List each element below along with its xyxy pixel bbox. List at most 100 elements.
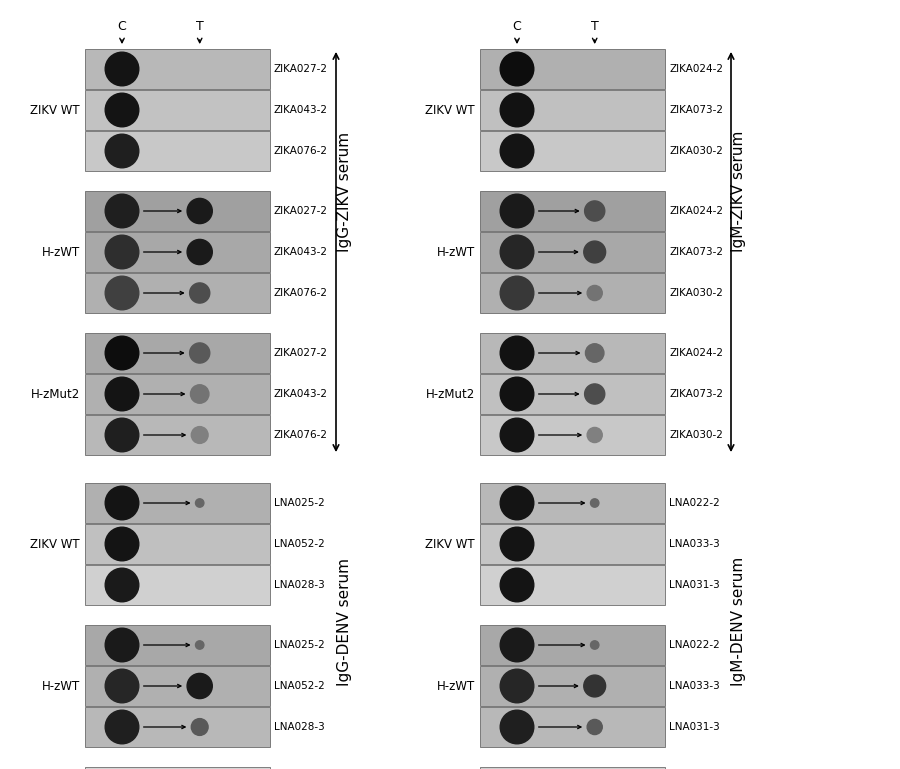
Circle shape <box>105 669 139 703</box>
Bar <box>480 232 665 272</box>
Circle shape <box>105 93 139 127</box>
Text: H-zWT: H-zWT <box>436 680 475 693</box>
Circle shape <box>587 428 602 443</box>
Text: LNA052-2: LNA052-2 <box>274 539 325 549</box>
Circle shape <box>584 675 606 697</box>
Bar <box>85 333 270 373</box>
Circle shape <box>585 384 605 404</box>
Circle shape <box>105 336 139 370</box>
Text: ZIKA043-2: ZIKA043-2 <box>274 389 328 399</box>
Text: LNA025-2: LNA025-2 <box>274 640 325 650</box>
Text: LNA031-3: LNA031-3 <box>669 722 720 732</box>
Text: T: T <box>196 20 203 33</box>
Circle shape <box>500 195 534 228</box>
Bar <box>480 483 665 523</box>
Text: ZIKA024-2: ZIKA024-2 <box>669 348 723 358</box>
Text: LNA033-3: LNA033-3 <box>669 539 720 549</box>
Bar <box>85 666 270 706</box>
Text: ZIKV WT: ZIKV WT <box>426 104 475 116</box>
Circle shape <box>105 418 139 452</box>
Text: ZIKA076-2: ZIKA076-2 <box>274 146 328 156</box>
Text: LNA031-3: LNA031-3 <box>669 580 720 590</box>
Circle shape <box>586 344 604 362</box>
Circle shape <box>105 235 139 269</box>
Text: ZIKA030-2: ZIKA030-2 <box>669 288 723 298</box>
Bar <box>480 191 665 231</box>
Circle shape <box>500 276 534 310</box>
Circle shape <box>105 528 139 561</box>
Bar <box>480 90 665 130</box>
Circle shape <box>500 568 534 602</box>
Circle shape <box>500 486 534 520</box>
Text: LNA028-3: LNA028-3 <box>274 722 325 732</box>
Circle shape <box>587 285 602 301</box>
Text: H-zMut2: H-zMut2 <box>31 388 80 401</box>
Circle shape <box>192 427 208 444</box>
Text: H-zWT: H-zWT <box>41 245 80 258</box>
Bar <box>480 565 665 605</box>
Bar <box>85 49 270 89</box>
Bar <box>85 767 270 769</box>
Circle shape <box>187 674 212 698</box>
Text: LNA052-2: LNA052-2 <box>274 681 325 691</box>
Circle shape <box>187 239 212 265</box>
Circle shape <box>190 283 210 303</box>
Bar <box>480 524 665 564</box>
Circle shape <box>585 201 605 221</box>
Text: ZIKV WT: ZIKV WT <box>31 538 80 551</box>
Circle shape <box>105 378 139 411</box>
Text: ZIKA073-2: ZIKA073-2 <box>669 105 723 115</box>
Text: ZIKA030-2: ZIKA030-2 <box>669 146 723 156</box>
Bar <box>480 333 665 373</box>
Bar <box>480 767 665 769</box>
Text: LNA022-2: LNA022-2 <box>669 640 720 650</box>
Text: LNA033-3: LNA033-3 <box>669 681 720 691</box>
Text: ZIKA027-2: ZIKA027-2 <box>274 348 328 358</box>
Bar <box>480 49 665 89</box>
Text: ZIKA027-2: ZIKA027-2 <box>274 64 328 74</box>
Text: ZIKV WT: ZIKV WT <box>426 538 475 551</box>
Text: H-zWT: H-zWT <box>41 680 80 693</box>
Circle shape <box>105 135 139 168</box>
Circle shape <box>590 641 598 649</box>
Text: ZIKA030-2: ZIKA030-2 <box>669 430 723 440</box>
Text: ZIKA043-2: ZIKA043-2 <box>274 105 328 115</box>
Circle shape <box>105 568 139 602</box>
Bar <box>85 483 270 523</box>
Text: IgG-DENV serum: IgG-DENV serum <box>337 558 352 686</box>
Circle shape <box>105 628 139 662</box>
Bar <box>85 191 270 231</box>
Text: H-zMut2: H-zMut2 <box>426 388 475 401</box>
Circle shape <box>500 336 534 370</box>
Text: ZIKA073-2: ZIKA073-2 <box>669 247 723 257</box>
Circle shape <box>584 241 606 263</box>
Bar <box>480 625 665 665</box>
Text: IgM-DENV serum: IgM-DENV serum <box>732 557 746 686</box>
Circle shape <box>105 711 139 744</box>
Bar <box>85 415 270 455</box>
Text: C: C <box>118 20 126 33</box>
Circle shape <box>105 52 139 86</box>
Circle shape <box>500 628 534 662</box>
Bar <box>85 565 270 605</box>
Bar <box>85 524 270 564</box>
Text: LNA025-2: LNA025-2 <box>274 498 325 508</box>
Bar <box>85 273 270 313</box>
Circle shape <box>192 718 208 735</box>
Text: C: C <box>513 20 521 33</box>
Text: T: T <box>590 20 598 33</box>
Circle shape <box>500 528 534 561</box>
Circle shape <box>195 641 204 649</box>
Text: ZIKA027-2: ZIKA027-2 <box>274 206 328 216</box>
Text: ZIKA073-2: ZIKA073-2 <box>669 389 723 399</box>
Bar <box>85 707 270 747</box>
Bar <box>480 374 665 414</box>
Circle shape <box>590 499 598 508</box>
Bar <box>85 131 270 171</box>
Bar <box>480 707 665 747</box>
Bar <box>85 374 270 414</box>
Circle shape <box>191 384 209 403</box>
Circle shape <box>500 93 534 127</box>
Text: ZIKA043-2: ZIKA043-2 <box>274 247 328 257</box>
Text: IgM-ZIKV serum: IgM-ZIKV serum <box>732 131 746 252</box>
